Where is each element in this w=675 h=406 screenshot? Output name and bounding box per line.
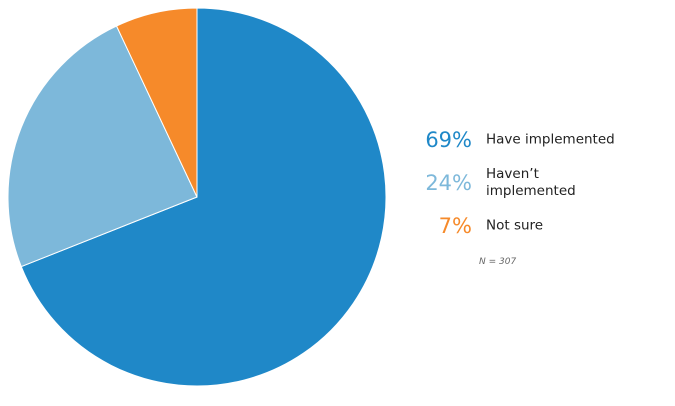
pie-slice-have-implemented	[20, 7, 387, 387]
legend-item-havent-implemented: 24% Haven’t implemented	[408, 163, 658, 203]
chart-legend: 69% Have implemented 24% Haven’t impleme…	[408, 120, 658, 249]
legend-percent: 24%	[425, 171, 472, 195]
pie-chart	[7, 7, 387, 387]
legend-percent: 69%	[425, 128, 472, 152]
legend-percent: 7%	[438, 214, 472, 238]
legend-item-not-sure: 7% Not sure	[408, 206, 658, 246]
legend-label: Have implemented	[486, 131, 615, 148]
legend-label: Not sure	[486, 217, 544, 234]
pie-slice-not-sure	[115, 7, 198, 198]
sample-size-note: N = 307	[479, 257, 517, 267]
pie-slice-haven-t-implemented	[7, 25, 198, 268]
legend-label: Haven’t implemented	[486, 166, 576, 199]
legend-item-have-implemented: 69% Have implemented	[408, 120, 658, 160]
